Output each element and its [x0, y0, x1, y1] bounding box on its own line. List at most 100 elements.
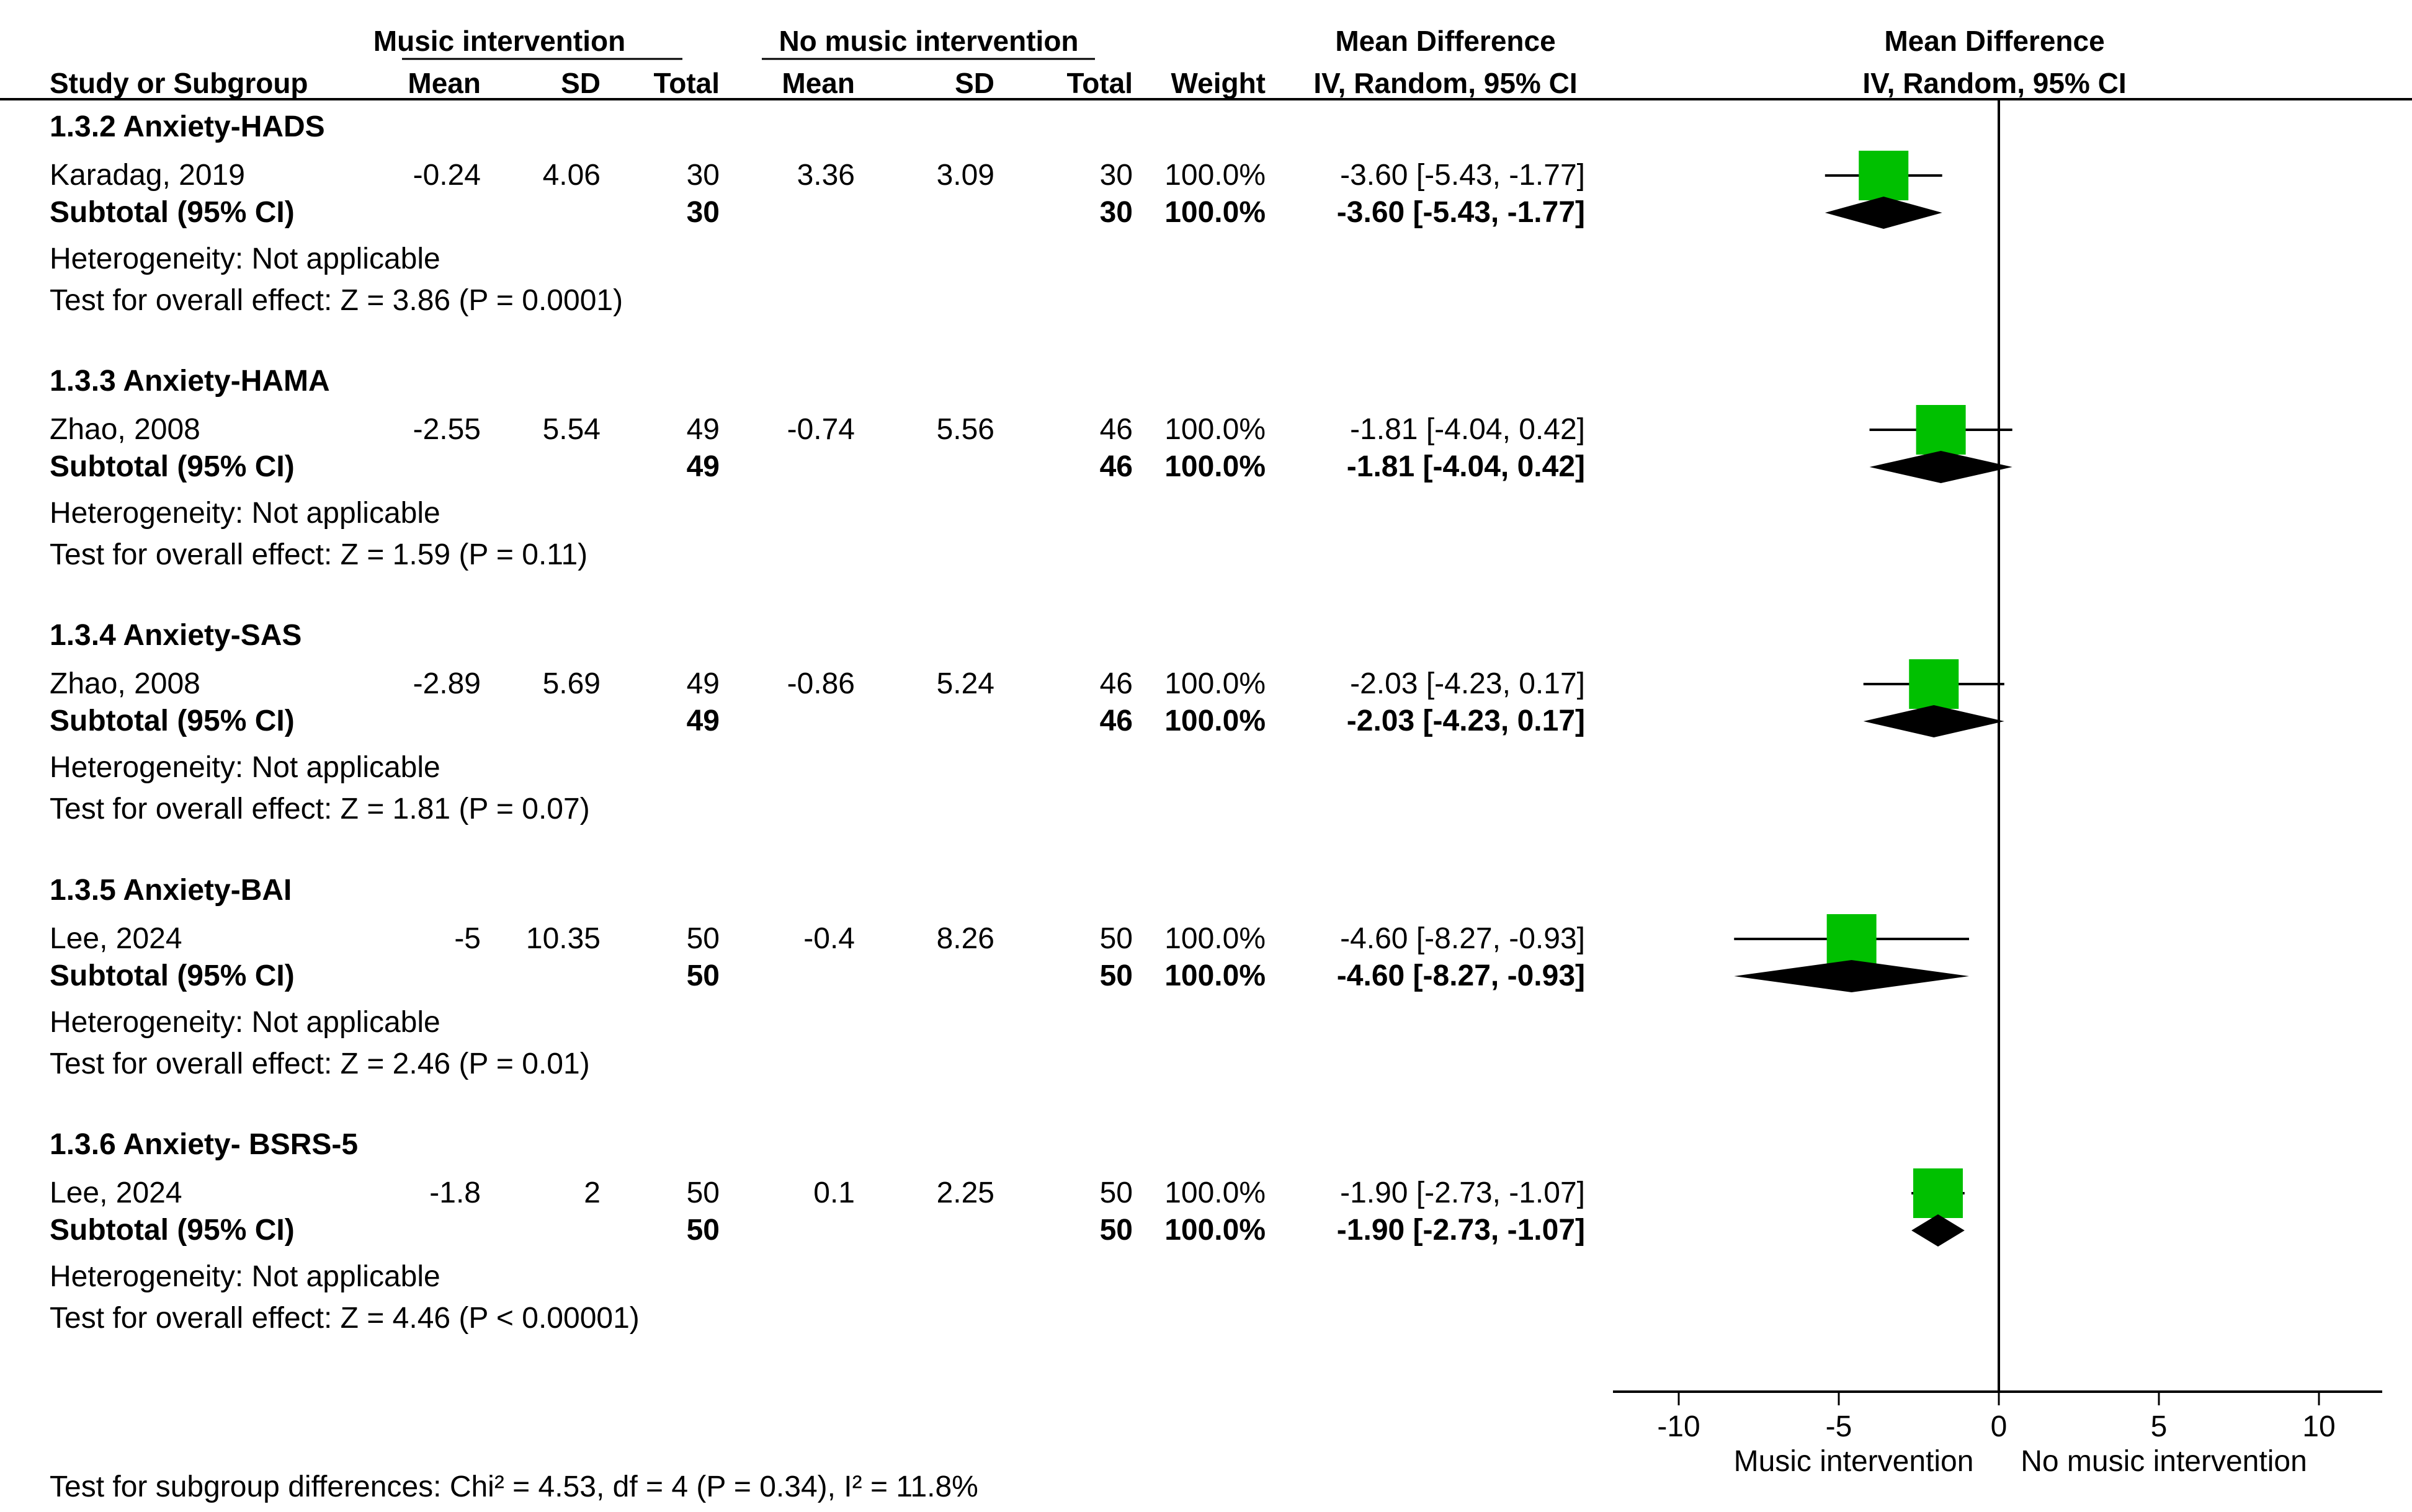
col-study: Study or Subgroup [50, 67, 308, 99]
overall-effect: Test for overall effect: Z = 2.46 (P = 0… [50, 1047, 590, 1080]
study-total1: 49 [687, 667, 720, 700]
subtotal-total1: 50 [687, 959, 720, 992]
study-sd2: 5.24 [937, 667, 994, 700]
subtotal-label: Subtotal (95% CI) [50, 959, 295, 992]
x-ticks: -10 -5 0 5 10 [1657, 1392, 2336, 1443]
study-total1: 50 [687, 1176, 720, 1209]
subtotal-total2: 50 [1100, 1214, 1133, 1247]
subtotal-label: Subtotal (95% CI) [50, 196, 295, 229]
study-sd1: 10.35 [526, 922, 601, 955]
header-md-sub: IV, Random, 95% CI [1313, 67, 1577, 99]
col-sd2: SD [955, 67, 994, 99]
study-total2: 30 [1100, 159, 1133, 192]
subtotal-total1: 49 [687, 705, 720, 737]
study-total1: 50 [687, 922, 720, 955]
x-tick-label: 5 [2151, 1410, 2168, 1443]
subgroup-block: 1.3.4 Anxiety-SAS Zhao, 2008 -2.89 5.69 … [50, 619, 1585, 825]
subgroup-title: 1.3.5 Anxiety-BAI [50, 874, 292, 907]
study-mean2: -0.86 [787, 667, 855, 700]
study-weight: 100.0% [1164, 922, 1266, 955]
subtotal-weight: 100.0% [1164, 705, 1266, 737]
study-ci: -4.60 [-8.27, -0.93] [1340, 922, 1585, 955]
subtotal-ci: -2.03 [-4.23, 0.17] [1347, 705, 1585, 737]
header-group2: No music intervention [779, 25, 1078, 57]
study-mean1: -1.8 [429, 1176, 481, 1209]
col-total2: Total [1067, 67, 1133, 99]
study-mean2: 3.36 [797, 159, 855, 192]
effect-square [1916, 405, 1966, 455]
study-mean1: -2.55 [413, 413, 481, 446]
study-mean1: -5 [454, 922, 481, 955]
study-sd1: 5.69 [543, 667, 601, 700]
study-weight: 100.0% [1164, 1176, 1266, 1209]
study-name: Zhao, 2008 [50, 413, 200, 446]
effect-square [1913, 1168, 1963, 1218]
subtotal-diamond [1825, 197, 1942, 229]
subtotal-total2: 30 [1100, 196, 1133, 229]
subtotal-total2: 46 [1100, 705, 1133, 737]
x-tick-label: -5 [1826, 1410, 1852, 1443]
x-tick-label: -10 [1657, 1410, 1700, 1443]
study-total2: 50 [1100, 922, 1133, 955]
effect-square [1826, 914, 1877, 964]
subtotal-diamond [1911, 1214, 1965, 1247]
study-total2: 50 [1100, 1176, 1133, 1209]
subtotal-weight: 100.0% [1164, 1214, 1266, 1247]
subtotal-diamond [1734, 960, 1970, 992]
subtotal-ci: -1.90 [-2.73, -1.07] [1337, 1214, 1585, 1247]
subtotal-diamond [1869, 451, 2012, 483]
subtotal-weight: 100.0% [1164, 959, 1266, 992]
subgroup-block: 1.3.6 Anxiety- BSRS-5 Lee, 2024 -1.8 2 5… [50, 1128, 1585, 1335]
subtotal-total1: 50 [687, 1214, 720, 1247]
subtotal-diamond [1863, 705, 2004, 737]
subtotal-label: Subtotal (95% CI) [50, 1214, 295, 1247]
subgroup-title: 1.3.4 Anxiety-SAS [50, 619, 302, 652]
study-sd2: 5.56 [937, 413, 994, 446]
subgroup-block: 1.3.2 Anxiety-HADS Karadag, 2019 -0.24 4… [50, 110, 1585, 317]
study-sd1: 2 [584, 1176, 601, 1209]
subtotal-label: Subtotal (95% CI) [50, 450, 295, 483]
subtotal-ci: -4.60 [-8.27, -0.93] [1337, 959, 1585, 992]
subtotal-ci: -1.81 [-4.04, 0.42] [1347, 450, 1585, 483]
header-md-top: Mean Difference [1335, 25, 1555, 57]
heterogeneity: Heterogeneity: Not applicable [50, 1260, 440, 1293]
study-mean1: -2.89 [413, 667, 481, 700]
header-plot-top: Mean Difference [1884, 25, 2104, 57]
study-sd1: 5.54 [543, 413, 601, 446]
study-mean2: -0.74 [787, 413, 855, 446]
study-ci: -2.03 [-4.23, 0.17] [1350, 667, 1585, 700]
study-name: Zhao, 2008 [50, 667, 200, 700]
subtotal-total1: 30 [687, 196, 720, 229]
col-mean1: Mean [408, 67, 481, 99]
col-sd1: SD [561, 67, 601, 99]
subtotal-weight: 100.0% [1164, 450, 1266, 483]
heterogeneity: Heterogeneity: Not applicable [50, 242, 440, 275]
study-total1: 30 [687, 159, 720, 192]
subtotal-label: Subtotal (95% CI) [50, 705, 295, 737]
heterogeneity: Heterogeneity: Not applicable [50, 497, 440, 530]
study-sd2: 3.09 [937, 159, 994, 192]
study-total1: 49 [687, 413, 720, 446]
subgroup-title: 1.3.3 Anxiety-HAMA [50, 365, 330, 398]
study-ci: -1.90 [-2.73, -1.07] [1340, 1176, 1585, 1209]
subgroup-differences: Test for subgroup differences: Chi² = 4.… [50, 1470, 978, 1503]
overall-effect: Test for overall effect: Z = 3.86 (P = 0… [50, 284, 623, 317]
subtotal-weight: 100.0% [1164, 196, 1266, 229]
study-mean1: -0.24 [413, 159, 481, 192]
subgroup-block: 1.3.3 Anxiety-HAMA Zhao, 2008 -2.55 5.54… [50, 365, 1585, 571]
header-plot-sub: IV, Random, 95% CI [1862, 67, 2126, 99]
subtotal-total1: 49 [687, 450, 720, 483]
study-name: Karadag, 2019 [50, 159, 245, 192]
x-tick-label: 0 [1991, 1410, 2008, 1443]
study-ci: -3.60 [-5.43, -1.77] [1340, 159, 1585, 192]
col-mean2: Mean [782, 67, 855, 99]
col-total1: Total [654, 67, 720, 99]
forest-marks [1734, 151, 2012, 1247]
effect-square [1909, 659, 1959, 709]
overall-effect: Test for overall effect: Z = 1.59 (P = 0… [50, 538, 587, 571]
subtotal-total2: 50 [1100, 959, 1133, 992]
study-ci: -1.81 [-4.04, 0.42] [1350, 413, 1585, 446]
overall-effect: Test for overall effect: Z = 4.46 (P < 0… [50, 1302, 640, 1335]
study-mean2: -0.4 [803, 922, 855, 955]
